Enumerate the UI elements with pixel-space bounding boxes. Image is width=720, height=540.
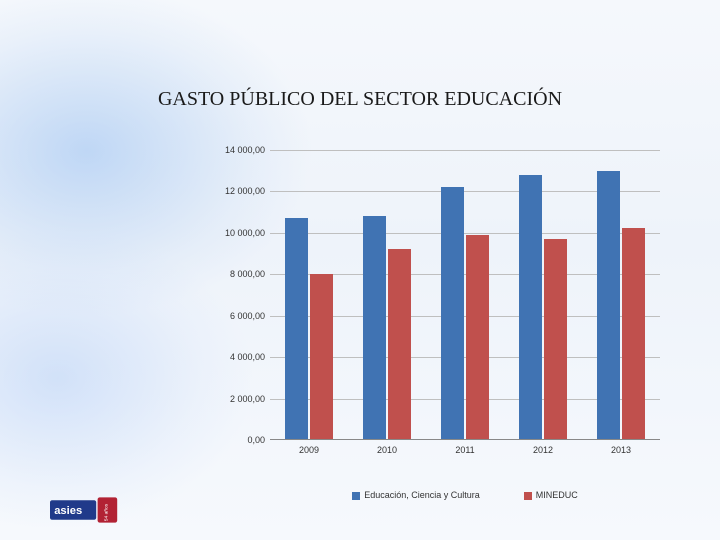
bar-educaci-n-ciencia-y-cultura xyxy=(363,216,386,439)
bar-educaci-n-ciencia-y-cultura xyxy=(441,187,464,439)
y-axis-label: 2 000,00 xyxy=(210,394,265,404)
x-axis-label: 2012 xyxy=(504,439,582,455)
bar-mineduc xyxy=(388,249,411,439)
legend-item: MINEDUC xyxy=(524,490,578,500)
bar-chart: 20092010201120122013 Educación, Ciencia … xyxy=(210,150,660,460)
svg-text:asies: asies xyxy=(54,505,82,517)
y-axis-label: 4 000,00 xyxy=(210,352,265,362)
legend-label: Educación, Ciencia y Cultura xyxy=(364,490,480,500)
asies-logo: asies 54 años xyxy=(50,494,120,526)
x-axis-label: 2009 xyxy=(270,439,348,455)
bar-educaci-n-ciencia-y-cultura xyxy=(285,218,308,439)
chart-title: GASTO PÚBLICO DEL SECTOR EDUCACIÓN xyxy=(0,88,720,111)
bar-educaci-n-ciencia-y-cultura xyxy=(597,171,620,439)
category-group: 2012 xyxy=(504,150,582,439)
legend-label: MINEDUC xyxy=(536,490,578,500)
legend-swatch xyxy=(524,492,532,500)
category-group: 2011 xyxy=(426,150,504,439)
y-axis-label: 12 000,00 xyxy=(210,186,265,196)
category-group: 2013 xyxy=(582,150,660,439)
x-axis-label: 2010 xyxy=(348,439,426,455)
y-axis-label: 6 000,00 xyxy=(210,311,265,321)
y-axis-label: 0,00 xyxy=(210,435,265,445)
legend-swatch xyxy=(352,492,360,500)
bar-mineduc xyxy=(544,239,567,439)
y-axis-label: 14 000,00 xyxy=(210,145,265,155)
bar-educaci-n-ciencia-y-cultura xyxy=(519,175,542,439)
y-axis-label: 8 000,00 xyxy=(210,269,265,279)
category-group: 2009 xyxy=(270,150,348,439)
bar-mineduc xyxy=(310,274,333,439)
x-axis-label: 2013 xyxy=(582,439,660,455)
bar-mineduc xyxy=(622,228,645,439)
bar-mineduc xyxy=(466,235,489,439)
x-axis-label: 2011 xyxy=(426,439,504,455)
plot-area: 20092010201120122013 xyxy=(270,150,660,440)
y-axis-label: 10 000,00 xyxy=(210,228,265,238)
legend-item: Educación, Ciencia y Cultura xyxy=(352,490,480,500)
legend: Educación, Ciencia y Cultura MINEDUC xyxy=(270,490,660,500)
category-group: 2010 xyxy=(348,150,426,439)
svg-text:54 años: 54 años xyxy=(103,503,109,521)
